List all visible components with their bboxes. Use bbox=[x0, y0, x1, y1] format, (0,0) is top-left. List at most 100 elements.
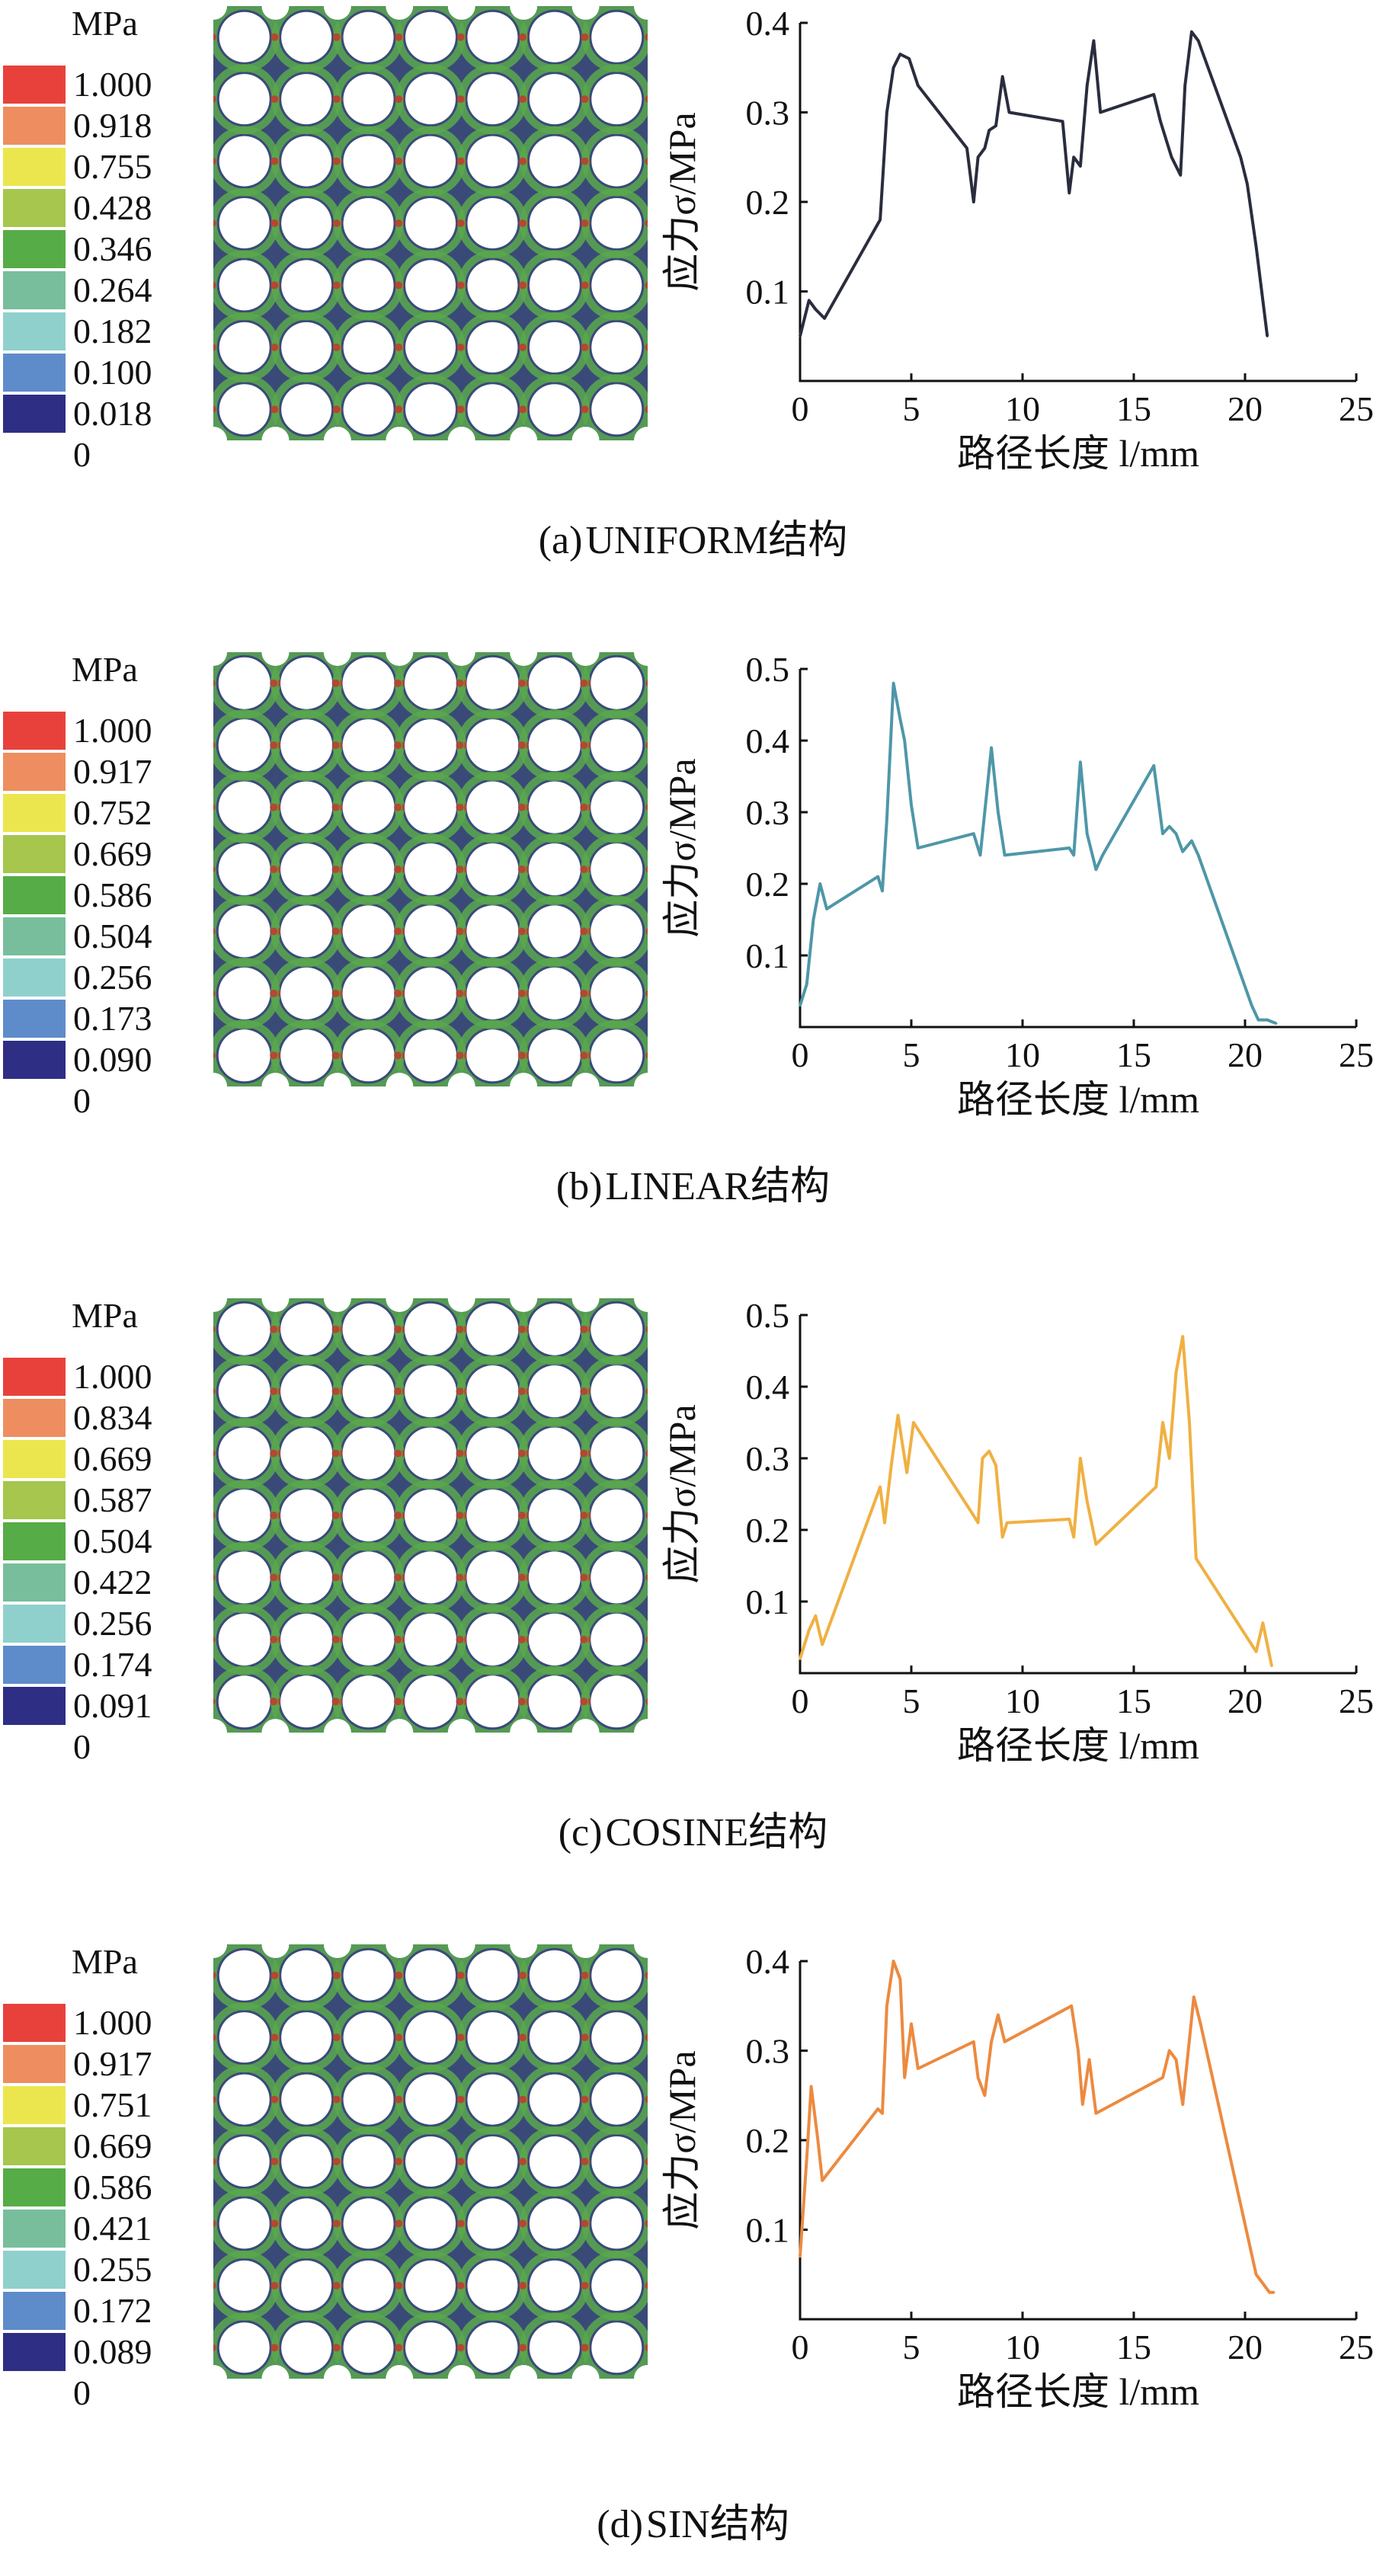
caption-name: LINEAR bbox=[605, 1165, 751, 1208]
stress-hotspot bbox=[456, 405, 465, 414]
lattice-hole bbox=[466, 781, 519, 834]
stress-hotspot bbox=[456, 281, 465, 290]
x-tick-label: 10 bbox=[1005, 389, 1040, 428]
edge-notch bbox=[510, 1298, 538, 1312]
stress-hotspot bbox=[394, 1635, 402, 1643]
edge-notch bbox=[634, 1944, 648, 1958]
data-point bbox=[972, 832, 975, 835]
edge-notch bbox=[261, 2365, 290, 2379]
lattice-hole bbox=[591, 1303, 643, 1355]
stress-hotspot bbox=[395, 2158, 402, 2165]
legend-unit: MPa bbox=[72, 1942, 138, 1981]
lattice-hole bbox=[280, 1303, 333, 1355]
x-tick-label: 0 bbox=[792, 1035, 809, 1074]
stress-hotspot bbox=[456, 1635, 464, 1643]
x-axis-label: 路径长度 l/mm bbox=[957, 1078, 1199, 1121]
lattice-hole bbox=[218, 843, 270, 895]
stress-hotspot bbox=[581, 405, 589, 414]
stress-hotspot bbox=[332, 33, 341, 41]
stress-hotspot bbox=[456, 157, 465, 165]
lattice-hole bbox=[219, 2136, 270, 2187]
lattice-hole bbox=[529, 2012, 580, 2063]
stress-hotspot bbox=[456, 2219, 465, 2228]
panel-a: MPa 1.000 0.918 0.755 0.428 0.346 0.264 … bbox=[0, 0, 1386, 610]
legend-swatch bbox=[3, 395, 66, 433]
stress-hotspot bbox=[270, 1971, 279, 1979]
lattice-hole bbox=[343, 2136, 394, 2187]
lattice-hole bbox=[529, 136, 580, 187]
data-point bbox=[892, 682, 895, 685]
lattice-hole bbox=[529, 2136, 580, 2187]
edge-notch bbox=[323, 2365, 351, 2379]
lattice-hole bbox=[405, 2074, 456, 2125]
stress-hotspot bbox=[394, 741, 402, 750]
legend-label: 0.173 bbox=[73, 999, 152, 1038]
stress-hotspot bbox=[395, 2034, 402, 2042]
stress-hotspot bbox=[213, 95, 216, 103]
edge-notch bbox=[510, 1719, 538, 1733]
lattice-hole bbox=[281, 2074, 332, 2125]
stress-legend: MPa 1.000 0.917 0.751 0.669 0.586 0.421 … bbox=[3, 1942, 201, 2412]
legend-swatch bbox=[3, 2086, 66, 2124]
stress-hotspot bbox=[518, 219, 527, 227]
data-point bbox=[1257, 1019, 1260, 1022]
stress-hotspot bbox=[270, 281, 279, 290]
stress-hotspot bbox=[517, 1573, 526, 1582]
y-tick-label: 0.2 bbox=[746, 865, 790, 904]
stress-hotspot bbox=[270, 2158, 279, 2165]
legend-label: 0.174 bbox=[73, 1645, 152, 1684]
stress-hotspot bbox=[395, 2219, 402, 2228]
lattice-hole bbox=[528, 1490, 581, 1541]
axis-lines bbox=[799, 1961, 1356, 2321]
legend-row: 0.918 bbox=[3, 106, 201, 148]
stress-hotspot bbox=[331, 1051, 340, 1060]
edge-notch bbox=[386, 1298, 414, 1312]
legend-swatch bbox=[3, 354, 66, 392]
legend-row: 0.834 bbox=[3, 1398, 201, 1440]
stress-hotspot bbox=[332, 2281, 341, 2290]
stress-hotspot bbox=[394, 1698, 402, 1706]
lattice-hole bbox=[467, 260, 518, 311]
stress-hotspot bbox=[395, 219, 402, 227]
edge-notch bbox=[386, 6, 414, 20]
edge-notch bbox=[447, 1944, 475, 1958]
stress-hotspot bbox=[456, 1512, 464, 1519]
data-point bbox=[1088, 2058, 1091, 2061]
legend-row: 1.000 bbox=[3, 65, 201, 107]
edge-notch bbox=[386, 2365, 414, 2379]
lattice-hole bbox=[528, 843, 581, 895]
stress-mesh-image bbox=[213, 652, 648, 1086]
legend-label: 0.421 bbox=[73, 2209, 152, 2248]
stress-hotspot bbox=[332, 95, 341, 104]
stress-hotspot bbox=[331, 927, 340, 936]
lattice-hole bbox=[405, 719, 456, 772]
stress-hotspot bbox=[581, 219, 589, 227]
stress-hotspot bbox=[213, 2034, 216, 2041]
y-tick-label: 0.3 bbox=[746, 793, 790, 832]
stress-hotspot bbox=[580, 1325, 588, 1333]
legend-row: 0.586 bbox=[3, 875, 201, 917]
stress-hotspot bbox=[270, 1449, 278, 1458]
stress-hotspot bbox=[518, 95, 527, 104]
lattice-hole bbox=[591, 1490, 643, 1541]
legend-label: 0.504 bbox=[73, 917, 152, 955]
legend-row: 0 bbox=[3, 2373, 201, 2415]
data-point bbox=[885, 111, 888, 114]
legend-row: 0.669 bbox=[3, 2126, 201, 2168]
lattice-hole bbox=[218, 1613, 270, 1666]
lattice-hole bbox=[528, 967, 581, 1019]
legend-swatch bbox=[3, 958, 66, 997]
lattice-hole bbox=[591, 11, 642, 62]
lattice-hole bbox=[219, 260, 270, 311]
lattice-hole bbox=[342, 905, 395, 958]
edge-notch bbox=[213, 2365, 227, 2379]
stress-hotspot bbox=[517, 989, 526, 997]
x-tick-label: 15 bbox=[1116, 1682, 1151, 1720]
stress-hotspot bbox=[270, 2344, 279, 2352]
data-point bbox=[1255, 1650, 1258, 1653]
legend-label: 1.000 bbox=[73, 711, 152, 750]
lattice-hole bbox=[405, 1490, 456, 1541]
stress-hotspot bbox=[645, 1512, 648, 1519]
data-point bbox=[821, 2179, 824, 2182]
stress-hotspot bbox=[456, 2281, 465, 2290]
